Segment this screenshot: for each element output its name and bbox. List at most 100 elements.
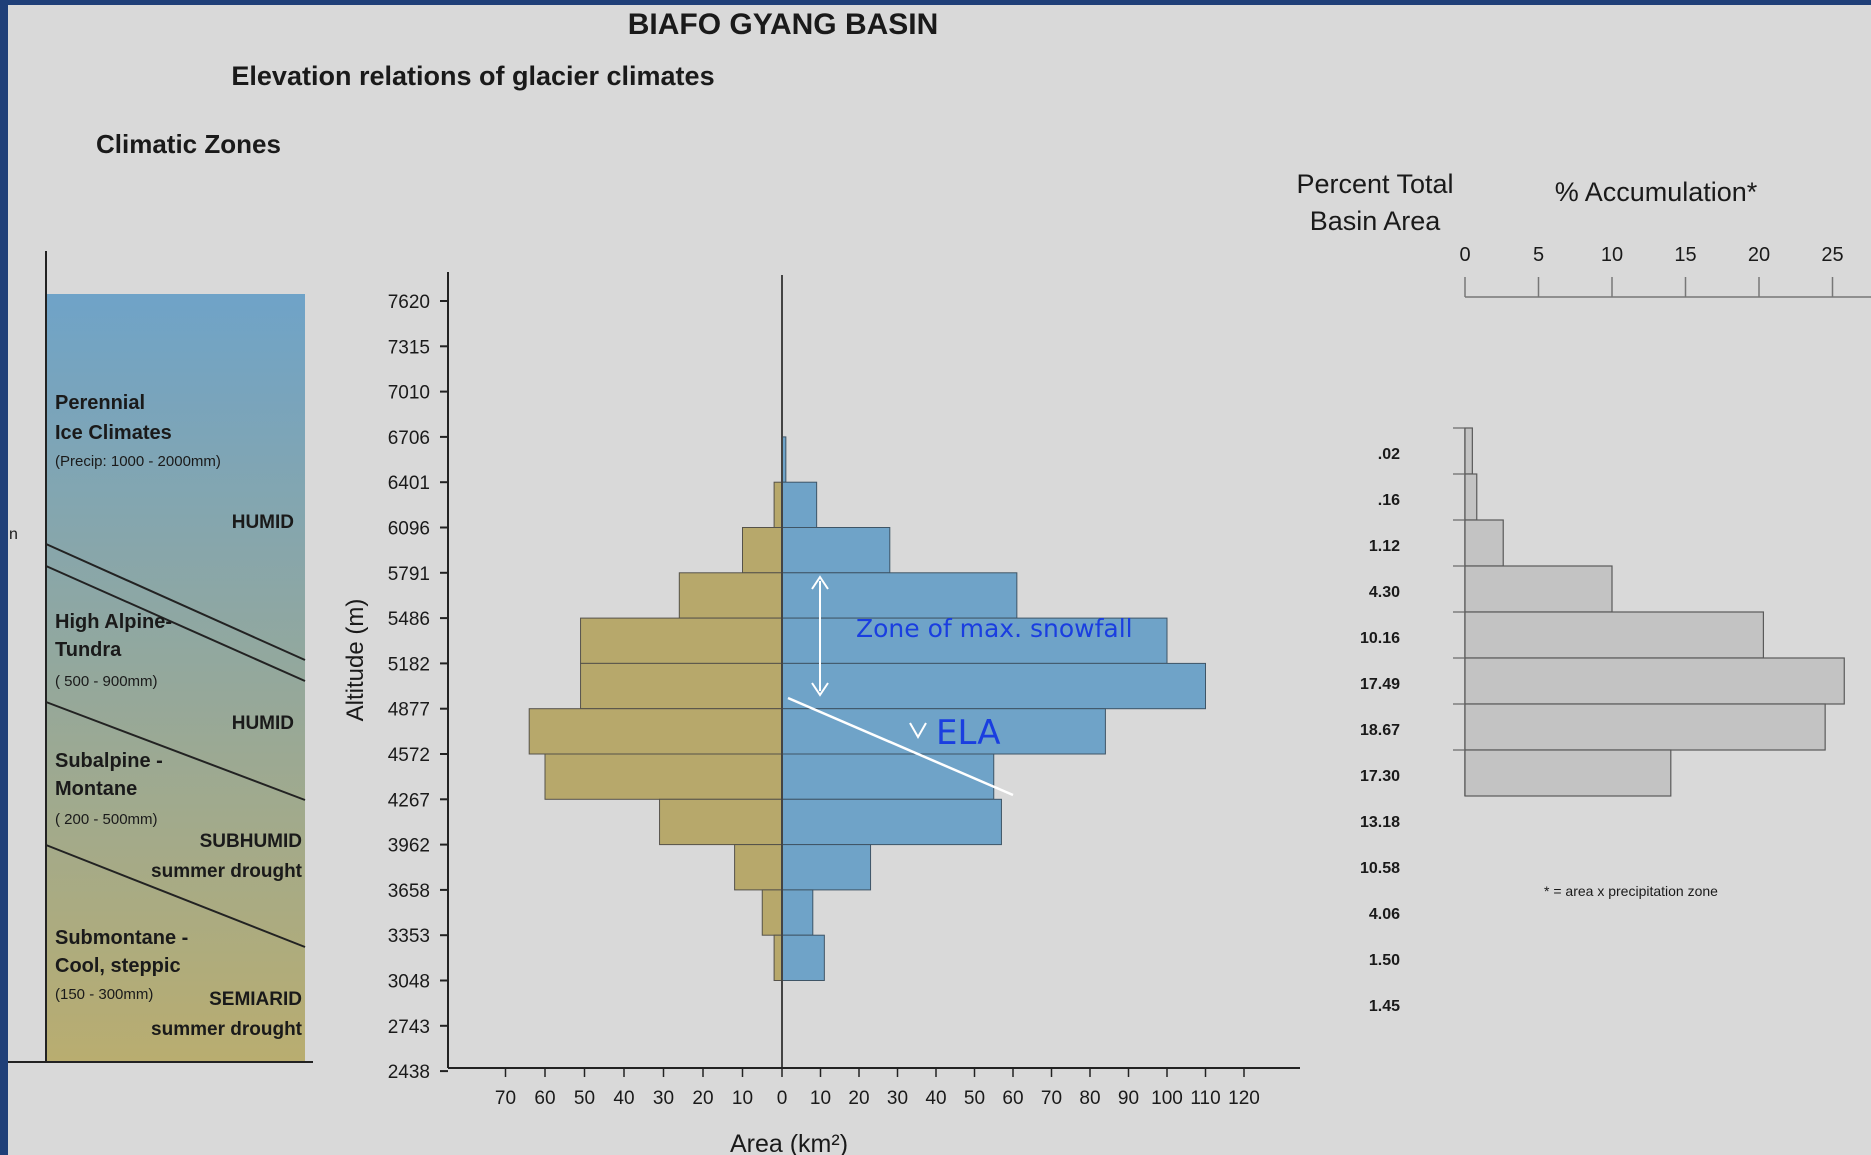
zone-name-line2: Ice Climates xyxy=(55,422,172,444)
zone-moisture: HUMID xyxy=(232,512,294,533)
x-tick-label: 0 xyxy=(777,1088,788,1109)
x-tick-label: 30 xyxy=(887,1088,908,1109)
arrow-head-up-icon xyxy=(811,575,829,590)
y-ticks-group: 7620 7315 7010 6706 6401 6096 5791 5486 5182 4877… xyxy=(388,292,448,1083)
zone-boundary-line xyxy=(45,565,306,682)
zone-boundary-line xyxy=(45,844,306,948)
area-bar-left xyxy=(544,753,783,800)
area-bar-left xyxy=(580,617,783,664)
area-bar-right xyxy=(781,527,891,574)
y-tick-label: 6401 xyxy=(388,473,430,494)
figure-canvas: BIAFO GYANG BASIN Elevation relations of… xyxy=(8,8,1871,1155)
x-tick-label: 60 xyxy=(1002,1088,1023,1109)
x-tick-label: 20 xyxy=(692,1088,713,1109)
zone-precip: (150 - 300mm) xyxy=(55,986,153,1003)
x-tick-label: 50 xyxy=(574,1088,595,1109)
arrow-head-down-icon xyxy=(811,682,829,697)
y-tick-label: 2743 xyxy=(388,1017,430,1038)
y-tick-label: 3353 xyxy=(388,926,430,947)
area-bar-left xyxy=(742,527,783,574)
ela-label: ELA xyxy=(936,713,1000,753)
climatic-zones-panel: Perennial Ice Climates (Precip: 1000 - 2… xyxy=(8,251,313,1063)
percent-area-label: .02 xyxy=(1378,446,1400,463)
x-axis-label: Area (km²) xyxy=(730,1130,848,1155)
x-tick-label: 40 xyxy=(925,1088,946,1109)
zones-gradient-rect xyxy=(46,294,305,1061)
area-bar-left xyxy=(528,708,783,755)
area-bar-left xyxy=(773,481,783,529)
main-title: BIAFO GYANG BASIN xyxy=(628,8,939,41)
x-tick-label: 60 xyxy=(534,1088,555,1109)
accumulation-footnote: * = area x precipitation zone xyxy=(1544,883,1718,899)
x-tick-label: 20 xyxy=(848,1088,869,1109)
area-bar-left xyxy=(659,798,783,846)
zone-boundary-line xyxy=(45,543,306,661)
accumulation-chart: Percent Total Basin Area % Accumulation*… xyxy=(1296,169,1871,1015)
percent-area-label: 17.49 xyxy=(1360,676,1400,693)
area-bar-left xyxy=(580,662,783,710)
zone-moisture: SEMIARID xyxy=(209,989,302,1010)
zone-moisture: HUMID xyxy=(232,713,294,734)
area-bar-right xyxy=(781,844,872,891)
y-tick-label: 2438 xyxy=(388,1062,430,1083)
y-tick-label: 6706 xyxy=(388,428,430,449)
area-bars-group xyxy=(528,436,1206,982)
percent-area-label: 13.18 xyxy=(1360,814,1400,831)
ela-arrow-icon xyxy=(909,722,927,740)
percent-area-label: 1.50 xyxy=(1369,952,1400,969)
y-tick-label: 5182 xyxy=(388,654,430,675)
area-bar-right xyxy=(781,934,825,982)
percent-area-label: 1.12 xyxy=(1369,538,1400,555)
accumulation-x-tick-label: 10 xyxy=(1601,244,1623,266)
y-axis-label: Altitude (m) xyxy=(342,599,369,722)
zone-name-line2: Tundra xyxy=(55,639,122,661)
y-tick-label: 3658 xyxy=(388,881,430,902)
y-tick-label: 7315 xyxy=(388,337,430,358)
y-tick-label: 4572 xyxy=(388,745,430,766)
accumulation-bar xyxy=(1464,657,1845,705)
area-bar-right xyxy=(781,662,1206,710)
percent-area-label: 10.16 xyxy=(1360,630,1400,647)
x-tick-label: 100 xyxy=(1151,1088,1183,1109)
accumulation-bar xyxy=(1464,749,1672,797)
zone-moisture-note: summer drought xyxy=(151,1019,303,1040)
area-bar-right xyxy=(781,481,818,529)
percent-area-heading-line1: Percent Total xyxy=(1296,169,1453,199)
accumulation-x-tick-label: 0 xyxy=(1459,244,1470,266)
percent-area-labels-group: .02 .16 1.12 4.30 10.16 17.49 18.67 17.30 13.18 1… xyxy=(1360,446,1400,1015)
y-tick-label: 7010 xyxy=(388,383,430,404)
zone-boundary-line xyxy=(45,701,306,801)
percent-area-label: 1.45 xyxy=(1369,998,1400,1015)
y-tick-label: 4267 xyxy=(388,790,430,811)
x-ticks-group: 70 60 50 40 30 20 10 0 10 20 30 40 50 60 70 80 90 100 110 1… xyxy=(495,1068,1260,1109)
zone-name-line2: Montane xyxy=(55,778,137,800)
percent-area-heading-line2: Basin Area xyxy=(1310,206,1442,236)
zone-moisture-note: summer drought xyxy=(151,861,303,882)
y-tick-label: 5791 xyxy=(388,564,430,585)
accumulation-bar xyxy=(1464,565,1613,613)
zone-moisture: SUBHUMID xyxy=(200,831,302,852)
zone-precip: (Precip: 1000 - 2000mm) xyxy=(55,453,221,470)
x-tick-label: 10 xyxy=(732,1088,753,1109)
x-tick-label: 110 xyxy=(1190,1088,1220,1109)
side-fragment-text: n xyxy=(9,526,18,543)
area-bar-right xyxy=(781,889,814,936)
y-tick-label: 4877 xyxy=(388,700,430,721)
x-tick-label: 70 xyxy=(1041,1088,1062,1109)
accumulation-bar xyxy=(1464,703,1826,751)
accumulation-x-tick-label: 25 xyxy=(1821,244,1843,266)
accumulation-x-tick-label: 15 xyxy=(1674,244,1696,266)
percent-area-label: 4.30 xyxy=(1369,584,1400,601)
slide-background: BIAFO GYANG BASIN Elevation relations of… xyxy=(8,5,1871,1155)
x-tick-label: 10 xyxy=(810,1088,831,1109)
x-tick-label: 40 xyxy=(613,1088,634,1109)
ela-line xyxy=(787,696,1014,797)
percent-area-label: 17.30 xyxy=(1360,768,1400,785)
accumulation-x-ticks: 0 5 10 15 20 25 xyxy=(1459,244,1844,297)
y-tick-label: 6096 xyxy=(388,519,430,540)
x-tick-label: 70 xyxy=(495,1088,516,1109)
zones-heading: Climatic Zones xyxy=(96,129,281,159)
y-tick-label: 5486 xyxy=(388,609,430,630)
x-tick-label: 30 xyxy=(653,1088,674,1109)
percent-area-label: 18.67 xyxy=(1360,722,1400,739)
